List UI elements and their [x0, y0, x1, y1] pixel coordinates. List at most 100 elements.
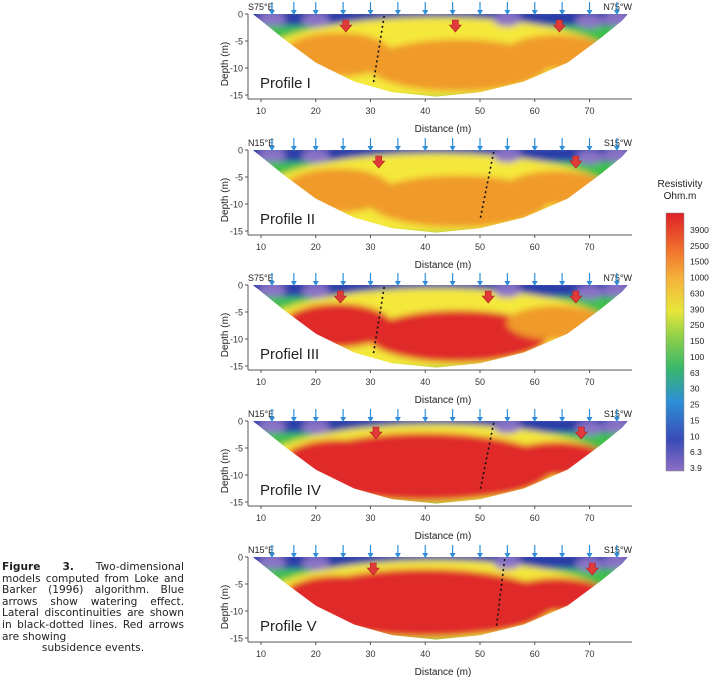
orientation-left-label: S75°E — [248, 2, 274, 12]
legend-tick-label: 1500 — [690, 257, 709, 267]
y-tick-label: 0 — [238, 10, 243, 20]
caption-label: Figure 3. — [2, 561, 74, 573]
watering-arrow-icon — [504, 146, 511, 151]
watering-arrow-icon — [449, 10, 456, 15]
orientation-left-label: N15°E — [248, 138, 274, 148]
watering-arrow-icon — [477, 10, 483, 15]
resistivity-section — [252, 150, 628, 233]
watering-arrow-icon — [340, 553, 347, 558]
watering-arrow-icon — [340, 146, 347, 151]
watering-arrow-icon — [268, 553, 275, 558]
legend-tick-label: 15 — [690, 415, 700, 425]
x-tick-label: 50 — [475, 106, 485, 116]
watering-arrow-icon — [613, 10, 620, 15]
orientation-right-label: S15°W — [604, 409, 633, 419]
x-axis-title: Distance (m) — [415, 260, 472, 271]
x-tick-label: 10 — [256, 106, 266, 116]
watering-arrow-icon — [613, 146, 620, 151]
watering-arrow-icon — [394, 10, 401, 15]
x-tick-label: 60 — [530, 649, 540, 659]
subsidence-arrow-icon — [448, 19, 463, 33]
y-tick-label: -15 — [230, 362, 243, 372]
x-tick-label: 50 — [475, 649, 485, 659]
watering-arrow-icon — [586, 10, 593, 15]
x-tick-label: 60 — [530, 377, 540, 387]
legend-tick-label: 390 — [690, 304, 704, 314]
watering-arrow-icon — [394, 417, 401, 422]
orientation-right-label: S15°W — [604, 138, 633, 148]
watering-arrow-icon — [504, 553, 511, 558]
watering-arrow-icon — [312, 146, 319, 151]
watering-arrow-icon — [586, 281, 593, 286]
x-tick-label: 70 — [584, 242, 594, 252]
watering-arrow-icon — [268, 146, 275, 151]
y-tick-label: -10 — [230, 607, 243, 617]
y-tick-label: -15 — [230, 91, 243, 101]
x-tick-label: 50 — [475, 242, 485, 252]
y-tick-label: -5 — [235, 308, 243, 318]
legend-tick-label: 2500 — [690, 241, 709, 251]
profile-panel: 0 -5 -10 -15 10 20 30 40 50 60 70 Distance (m) Depth… — [220, 409, 633, 542]
y-axis-title: Depth (m) — [220, 42, 231, 86]
y-axis-title: Depth (m) — [220, 178, 231, 222]
watering-arrow-icon — [559, 10, 566, 15]
watering-arrow-icon — [290, 146, 297, 151]
legend-tick-label: 30 — [690, 384, 700, 394]
watering-arrow-icon — [613, 417, 620, 422]
orientation-right-label: N75°W — [603, 273, 632, 283]
legend-tick-label: 1000 — [690, 273, 709, 283]
y-tick-label: -10 — [230, 64, 243, 74]
watering-arrow-icon — [449, 553, 456, 558]
legend-tick-label: 630 — [690, 288, 704, 298]
x-tick-label: 20 — [311, 106, 321, 116]
watering-arrow-icon — [290, 553, 297, 558]
x-tick-label: 40 — [420, 106, 430, 116]
x-tick-label: 70 — [584, 513, 594, 523]
x-tick-label: 40 — [420, 377, 430, 387]
watering-arrow-icon — [586, 417, 593, 422]
watering-arrow-icon — [449, 146, 456, 151]
watering-arrow-icon — [449, 281, 456, 286]
legend-tick-label: 3.9 — [690, 463, 702, 473]
watering-arrow-icon — [559, 281, 566, 286]
watering-arrow-icon — [290, 417, 297, 422]
discontinuity-line — [495, 558, 506, 628]
watering-arrow-icon — [367, 281, 374, 286]
profile-title: Profile II — [260, 211, 315, 228]
subsidence-arrow-icon — [481, 290, 495, 304]
watering-arrow-icon — [531, 553, 538, 558]
x-tick-label: 60 — [530, 106, 540, 116]
watering-arrow-icon — [531, 281, 538, 286]
watering-arrow-icon — [340, 281, 347, 286]
x-axis-title: Distance (m) — [415, 124, 472, 135]
legend-tick-label: 25 — [690, 400, 700, 410]
resistivity-section — [252, 14, 628, 97]
x-tick-label: 70 — [584, 106, 594, 116]
legend-tick-label: 150 — [690, 336, 704, 346]
y-tick-label: -15 — [230, 227, 243, 237]
x-tick-label: 50 — [475, 377, 485, 387]
profile-title: Profiel III — [260, 346, 319, 363]
subsidence-arrow-icon — [585, 562, 599, 576]
orientation-left-label: N15°E — [248, 409, 274, 419]
discontinuity-line — [479, 422, 495, 492]
x-tick-label: 20 — [311, 242, 321, 252]
caption-last-line: subsidence events. — [41, 642, 145, 655]
watering-arrow-icon — [268, 281, 275, 286]
subsidence-arrow-icon — [552, 19, 567, 33]
subsidence-arrow-icon — [574, 426, 588, 440]
watering-arrow-icon — [477, 146, 483, 151]
profile-title: Profile IV — [260, 482, 321, 499]
watering-arrow-icon — [312, 10, 319, 15]
y-axis-title: Depth (m) — [220, 449, 231, 493]
profile-panel: 0 -5 -10 -15 10 20 30 40 50 60 70 Distance (m) Depth… — [220, 2, 633, 135]
x-tick-label: 60 — [530, 513, 540, 523]
orientation-right-label: N75°W — [603, 2, 632, 12]
y-tick-label: -5 — [235, 580, 243, 590]
y-tick-label: -15 — [230, 634, 243, 644]
watering-arrow-icon — [394, 281, 401, 286]
watering-arrow-icon — [367, 417, 374, 422]
watering-arrow-icon — [367, 10, 374, 15]
